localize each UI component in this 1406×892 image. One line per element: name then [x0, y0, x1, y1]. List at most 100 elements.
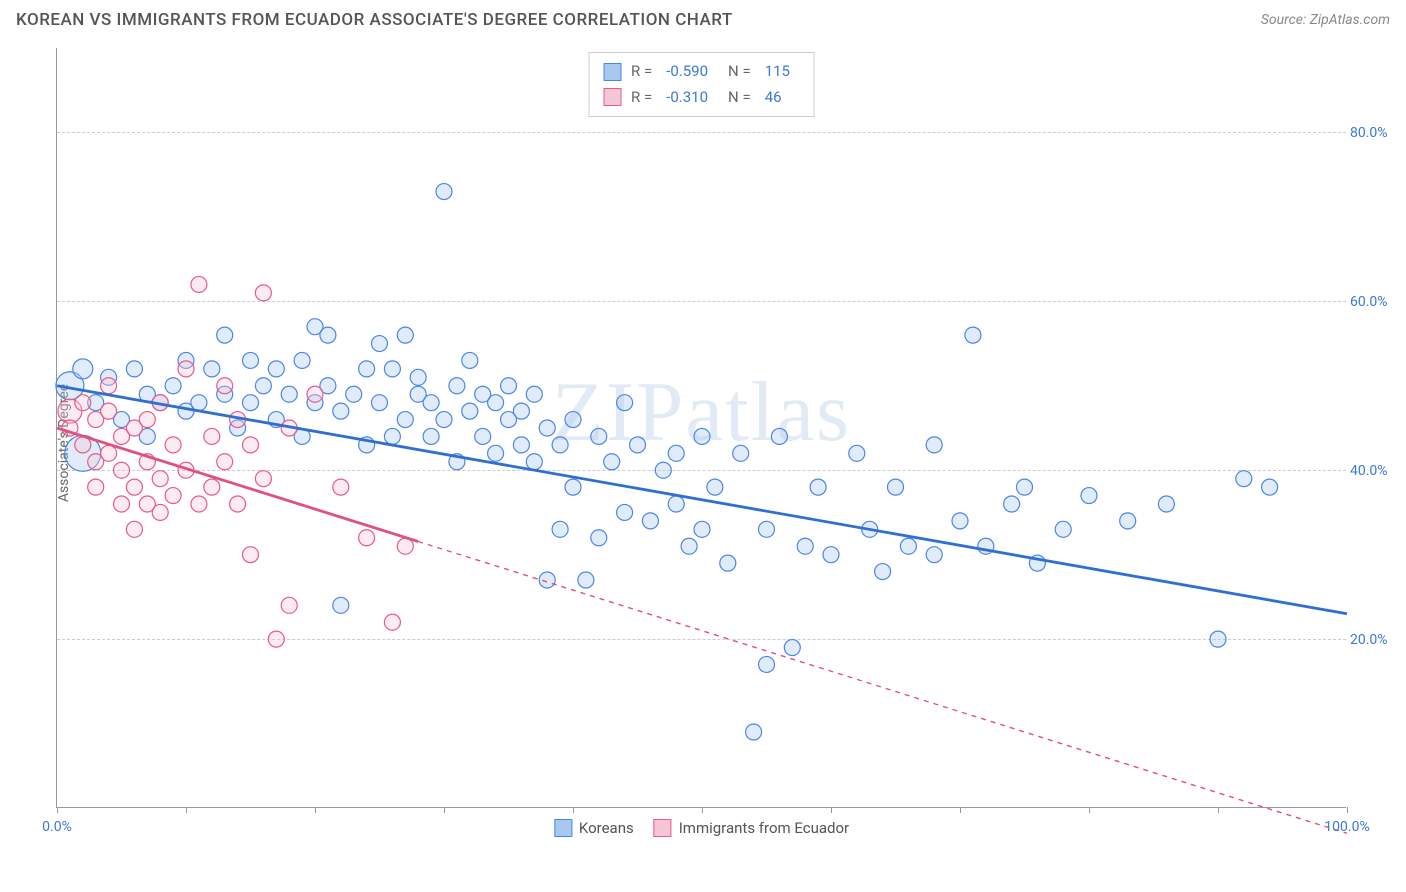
data-point: [501, 378, 517, 394]
data-point: [1158, 496, 1174, 512]
data-point: [1081, 488, 1097, 504]
data-point: [681, 538, 697, 554]
data-point: [475, 428, 491, 444]
data-point: [165, 378, 181, 394]
data-point: [126, 479, 142, 495]
r-value: -0.590: [666, 59, 708, 85]
data-point: [230, 496, 246, 512]
x-tick: [831, 807, 832, 813]
data-point: [384, 614, 400, 630]
data-point: [204, 479, 220, 495]
data-point: [733, 445, 749, 461]
data-point: [73, 359, 93, 379]
x-tick: [444, 807, 445, 813]
data-point: [359, 361, 375, 377]
data-point: [372, 395, 388, 411]
data-point: [797, 538, 813, 554]
legend-swatch: [654, 819, 672, 837]
data-point: [423, 428, 439, 444]
data-point: [449, 378, 465, 394]
data-point: [513, 437, 529, 453]
x-tick: [57, 807, 58, 813]
data-point: [759, 521, 775, 537]
source-attribution: Source: ZipAtlas.com: [1261, 12, 1390, 28]
data-point: [333, 403, 349, 419]
data-point: [294, 352, 310, 368]
data-point: [630, 437, 646, 453]
data-point: [204, 361, 220, 377]
data-point: [255, 471, 271, 487]
data-point: [268, 631, 284, 647]
data-point: [539, 572, 555, 588]
n-label: N =: [728, 59, 751, 85]
data-point: [126, 361, 142, 377]
y-tick-label: 40.0%: [1350, 463, 1400, 479]
y-tick-label: 20.0%: [1350, 632, 1400, 648]
data-point: [591, 428, 607, 444]
n-value: 115: [765, 59, 790, 85]
data-point: [1055, 521, 1071, 537]
trend-line-solid: [57, 386, 1347, 614]
data-point: [565, 479, 581, 495]
data-point: [694, 521, 710, 537]
data-point: [372, 336, 388, 352]
trend-line-dashed: [418, 541, 1347, 833]
data-point: [281, 386, 297, 402]
data-point: [707, 479, 723, 495]
data-point: [139, 412, 155, 428]
data-point: [436, 184, 452, 200]
data-point: [165, 437, 181, 453]
data-point: [488, 445, 504, 461]
data-point: [810, 479, 826, 495]
data-point: [333, 597, 349, 613]
data-point: [578, 572, 594, 588]
x-tick: [1347, 807, 1348, 813]
y-tick-label: 80.0%: [1350, 125, 1400, 141]
data-point: [152, 504, 168, 520]
data-point: [243, 547, 259, 563]
legend-correlation-row: R =-0.310N =46: [603, 85, 800, 111]
data-point: [243, 437, 259, 453]
legend-series: Koreans Immigrants from Ecuador: [554, 819, 849, 837]
data-point: [397, 412, 413, 428]
data-point: [268, 361, 284, 377]
data-point: [539, 420, 555, 436]
data-point: [849, 445, 865, 461]
data-point: [243, 352, 259, 368]
data-point: [126, 521, 142, 537]
data-point: [926, 437, 942, 453]
data-point: [462, 403, 478, 419]
data-point: [642, 513, 658, 529]
data-point: [101, 403, 117, 419]
data-point: [397, 327, 413, 343]
data-point: [346, 386, 362, 402]
data-point: [1017, 479, 1033, 495]
y-tick-label: 60.0%: [1350, 294, 1400, 310]
data-point: [191, 496, 207, 512]
x-tick: [573, 807, 574, 813]
legend-series-item: Koreans: [554, 819, 634, 837]
legend-swatch: [603, 63, 621, 81]
data-point: [488, 395, 504, 411]
data-point: [165, 488, 181, 504]
data-point: [526, 386, 542, 402]
data-point: [191, 395, 207, 411]
data-point: [900, 538, 916, 554]
data-point: [281, 597, 297, 613]
data-point: [191, 276, 207, 292]
legend-correlation-row: R =-0.590N =115: [603, 59, 800, 85]
data-point: [436, 412, 452, 428]
r-value: -0.310: [666, 85, 708, 111]
data-point: [384, 361, 400, 377]
data-point: [771, 428, 787, 444]
legend-correlation-box: R =-0.590N =115R =-0.310N =46: [588, 52, 815, 117]
legend-series-label: Immigrants from Ecuador: [679, 819, 849, 837]
data-point: [720, 555, 736, 571]
data-point: [746, 724, 762, 740]
x-tick-label: 0.0%: [42, 819, 72, 835]
data-point: [617, 395, 633, 411]
data-point: [823, 547, 839, 563]
data-point: [204, 428, 220, 444]
x-tick: [1218, 807, 1219, 813]
data-point: [320, 327, 336, 343]
